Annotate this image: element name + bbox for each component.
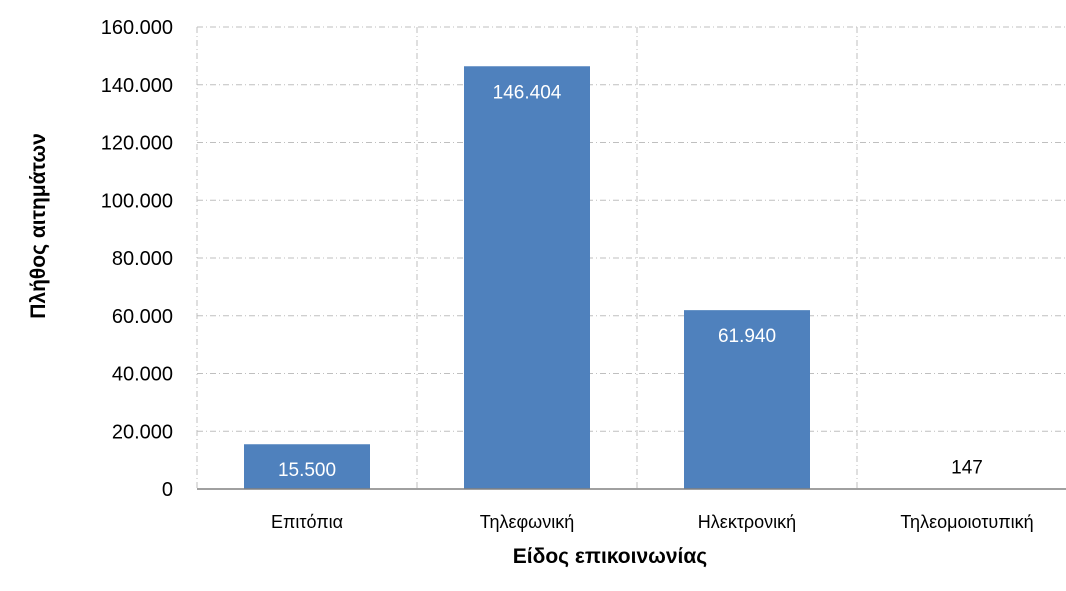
bar bbox=[244, 444, 370, 489]
data-label: 147 bbox=[951, 458, 983, 479]
y-axis-title: Πλήθος αιτημάτων bbox=[27, 133, 50, 319]
bar bbox=[684, 310, 810, 489]
data-label: 15.500 bbox=[278, 460, 336, 481]
y-tick-label: 140.000 bbox=[101, 75, 173, 97]
labels-layer: 0 20.000 40.000 60.000 80.000 100.000 120.000 1… bbox=[101, 17, 1034, 532]
y-tick-label: 60.000 bbox=[112, 306, 173, 328]
x-tick-label: Επιτόπια bbox=[271, 512, 343, 532]
bar bbox=[464, 66, 590, 489]
y-tick-label: 0 bbox=[162, 479, 173, 501]
x-tick-label: Τηλεφωνική bbox=[480, 512, 574, 532]
y-tick-label: 120.000 bbox=[101, 133, 173, 155]
grid-layer bbox=[196, 26, 1066, 489]
x-tick-label: Τηλεομοιοτυπική bbox=[900, 512, 1033, 532]
x-axis-title: Είδος επικοινωνίας bbox=[513, 545, 708, 568]
data-label: 61.940 bbox=[718, 326, 776, 347]
y-tick-label: 80.000 bbox=[112, 248, 173, 270]
bars-layer bbox=[244, 66, 1030, 490]
y-tick-label: 20.000 bbox=[112, 421, 173, 443]
y-tick-label: 160.000 bbox=[101, 17, 173, 39]
data-label: 146.404 bbox=[493, 82, 562, 103]
y-tick-label: 100.000 bbox=[101, 190, 173, 212]
y-tick-label: 40.000 bbox=[112, 364, 173, 386]
x-tick-label: Ηλεκτρονική bbox=[698, 512, 796, 532]
